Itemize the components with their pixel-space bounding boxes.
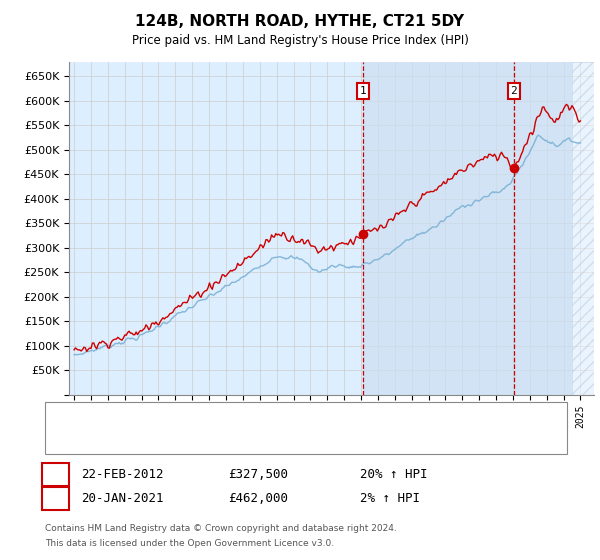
Text: 1: 1: [360, 86, 367, 96]
Bar: [363, 62, 572, 395]
Text: HPI: Average price, detached house, Folkestone and Hythe: HPI: Average price, detached house, Folk…: [99, 435, 427, 444]
Text: This data is licensed under the Open Government Licence v3.0.: This data is licensed under the Open Gov…: [45, 539, 334, 548]
Bar: [572, 62, 594, 395]
Text: 2% ↑ HPI: 2% ↑ HPI: [360, 492, 420, 505]
Text: 20% ↑ HPI: 20% ↑ HPI: [360, 468, 427, 481]
Text: 124B, NORTH ROAD, HYTHE, CT21 5DY: 124B, NORTH ROAD, HYTHE, CT21 5DY: [136, 14, 464, 29]
Text: Price paid vs. HM Land Registry's House Price Index (HPI): Price paid vs. HM Land Registry's House …: [131, 34, 469, 46]
Text: 20-JAN-2021: 20-JAN-2021: [81, 492, 163, 505]
Text: 22-FEB-2012: 22-FEB-2012: [81, 468, 163, 481]
Text: 124B, NORTH ROAD, HYTHE, CT21 5DY (detached house): 124B, NORTH ROAD, HYTHE, CT21 5DY (detac…: [99, 414, 417, 424]
Text: Contains HM Land Registry data © Crown copyright and database right 2024.: Contains HM Land Registry data © Crown c…: [45, 524, 397, 533]
Text: £327,500: £327,500: [228, 468, 288, 481]
Text: 2: 2: [511, 86, 517, 96]
Text: 2: 2: [52, 492, 59, 505]
Text: 1: 1: [52, 468, 59, 481]
Text: £462,000: £462,000: [228, 492, 288, 505]
